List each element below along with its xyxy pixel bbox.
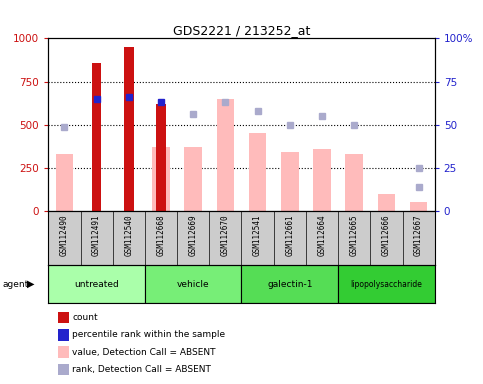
- Bar: [338, 265, 435, 303]
- Text: GSM112661: GSM112661: [285, 214, 294, 255]
- Text: GSM112540: GSM112540: [124, 214, 133, 255]
- Bar: [124, 47, 134, 211]
- Text: count: count: [72, 313, 98, 322]
- Text: GSM112491: GSM112491: [92, 214, 101, 255]
- Text: untreated: untreated: [74, 280, 119, 289]
- Bar: [378, 194, 395, 211]
- Text: galectin-1: galectin-1: [267, 280, 313, 289]
- Bar: [345, 154, 363, 211]
- Text: GSM112665: GSM112665: [350, 214, 359, 255]
- Text: value, Detection Call = ABSENT: value, Detection Call = ABSENT: [72, 348, 216, 357]
- Bar: [242, 265, 338, 303]
- Text: GSM112669: GSM112669: [189, 214, 198, 255]
- Bar: [145, 265, 242, 303]
- Title: GDS2221 / 213252_at: GDS2221 / 213252_at: [173, 24, 310, 37]
- Bar: [281, 152, 298, 211]
- Text: ▶: ▶: [27, 279, 34, 289]
- Bar: [249, 132, 267, 211]
- Text: rank, Detection Call = ABSENT: rank, Detection Call = ABSENT: [72, 365, 212, 374]
- Bar: [152, 147, 170, 211]
- Text: GSM112670: GSM112670: [221, 214, 230, 255]
- Text: agent: agent: [2, 280, 28, 289]
- Text: GSM112664: GSM112664: [317, 214, 327, 255]
- Bar: [410, 202, 427, 211]
- Bar: [92, 63, 101, 211]
- Text: percentile rank within the sample: percentile rank within the sample: [72, 330, 226, 339]
- Bar: [216, 99, 234, 211]
- Text: GSM112541: GSM112541: [253, 214, 262, 255]
- Bar: [313, 149, 331, 211]
- Bar: [48, 265, 145, 303]
- Text: GSM112666: GSM112666: [382, 214, 391, 255]
- Text: GSM112490: GSM112490: [60, 214, 69, 255]
- Bar: [185, 147, 202, 211]
- Bar: [156, 104, 166, 211]
- Text: GSM112668: GSM112668: [156, 214, 166, 255]
- Text: GSM112667: GSM112667: [414, 214, 423, 255]
- Bar: [56, 154, 73, 211]
- Text: lipopolysaccharide: lipopolysaccharide: [351, 280, 422, 289]
- Text: vehicle: vehicle: [177, 280, 210, 289]
